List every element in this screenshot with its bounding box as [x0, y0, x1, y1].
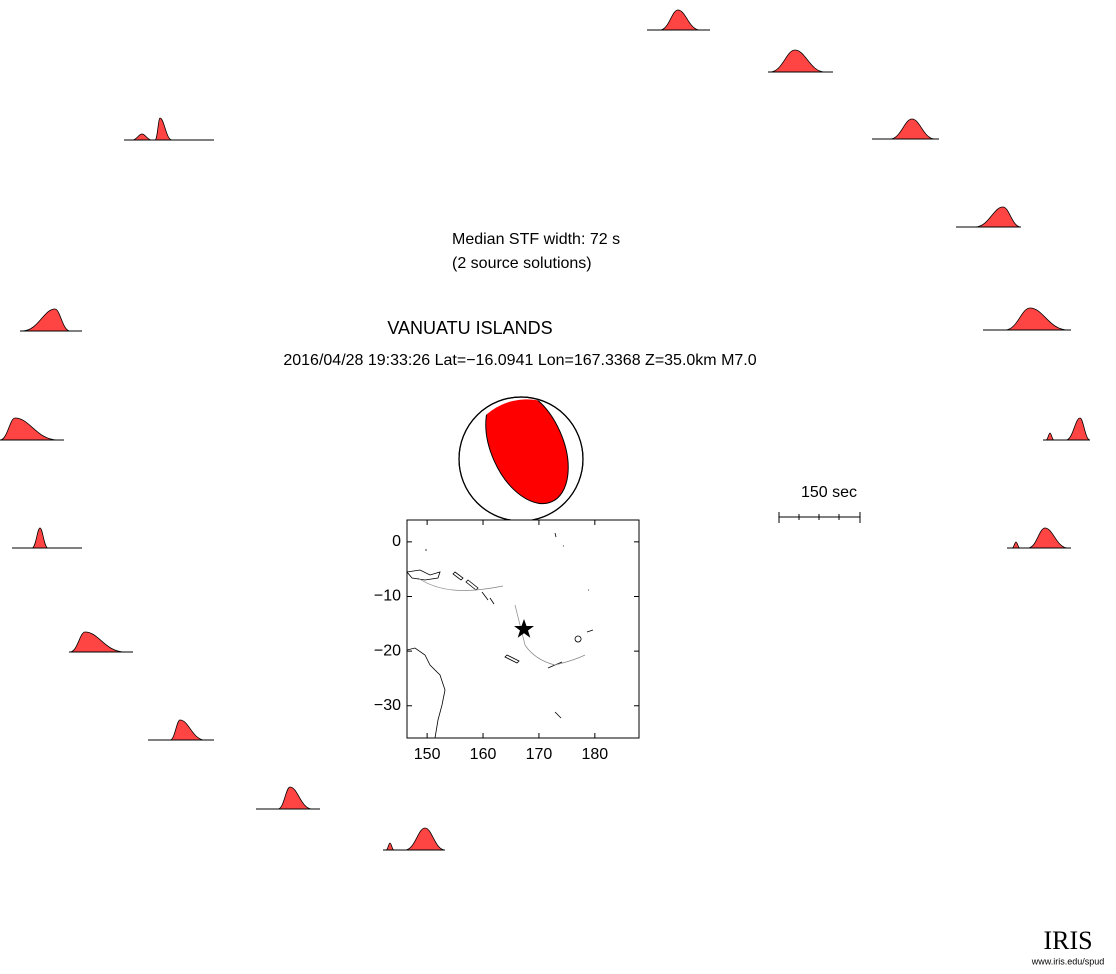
stf-pulse	[1011, 541, 1021, 549]
stf-trace	[872, 118, 939, 140]
logo: IRIS	[1043, 926, 1092, 955]
stf-pulse	[659, 9, 701, 31]
stf-trace	[256, 786, 320, 810]
region-title: VANUATU ISLANDS	[387, 318, 552, 338]
stf-trace	[383, 827, 446, 851]
stf-pulse	[769, 49, 826, 73]
median-width: Median STF width: 72 s	[452, 231, 620, 248]
stf-pulse	[404, 827, 446, 851]
stf-trace	[20, 308, 82, 332]
x-tick-label: 180	[581, 746, 608, 763]
stf-pulse	[69, 631, 126, 653]
y-tick-label: −10	[374, 588, 401, 605]
stf-trace	[1007, 527, 1071, 549]
stf-trace	[956, 206, 1022, 228]
stf-trace	[0, 417, 64, 441]
stf-trace	[124, 117, 214, 141]
stf-pulse	[277, 786, 313, 810]
y-tick-label: −30	[374, 697, 401, 714]
stf-pulse	[1027, 527, 1069, 549]
source-count: (2 source solutions)	[452, 255, 592, 272]
epicenter	[514, 619, 534, 638]
event-info: 2016/04/28 19:33:26 Lat=−16.0941 Lon=167…	[283, 352, 756, 369]
stf-pulse	[21, 308, 71, 332]
stf-pulse	[0, 417, 59, 441]
stf-pulse	[131, 133, 153, 141]
x-tick-label: 160	[470, 746, 497, 763]
scale-bar	[778, 512, 861, 523]
stf-pulse	[169, 719, 206, 741]
stf-pulse	[1065, 417, 1091, 441]
stf-trace	[647, 9, 710, 31]
stf-pulse	[1045, 432, 1055, 441]
stf-trace	[768, 49, 833, 73]
stf-pulse	[385, 842, 395, 851]
y-tick-label: 0	[392, 533, 401, 550]
beach-ball	[458, 387, 584, 522]
logo-url: www.iris.edu/spud	[1031, 956, 1105, 966]
x-tick-label: 170	[526, 746, 553, 763]
stf-pulse	[31, 527, 49, 549]
stf-pulse	[889, 118, 936, 140]
stf-trace	[69, 631, 133, 653]
stf-pulse	[974, 206, 1022, 228]
y-tick-label: −20	[374, 642, 401, 659]
stf-trace	[12, 527, 82, 549]
stf-pulse	[1004, 307, 1069, 331]
x-tick-label: 150	[414, 746, 441, 763]
stf-trace	[983, 307, 1071, 331]
scale-label: 150 sec	[801, 484, 857, 501]
stf-pulse	[154, 117, 173, 141]
stf-trace	[1043, 417, 1091, 441]
stf-trace	[148, 719, 214, 741]
map	[406, 519, 640, 739]
